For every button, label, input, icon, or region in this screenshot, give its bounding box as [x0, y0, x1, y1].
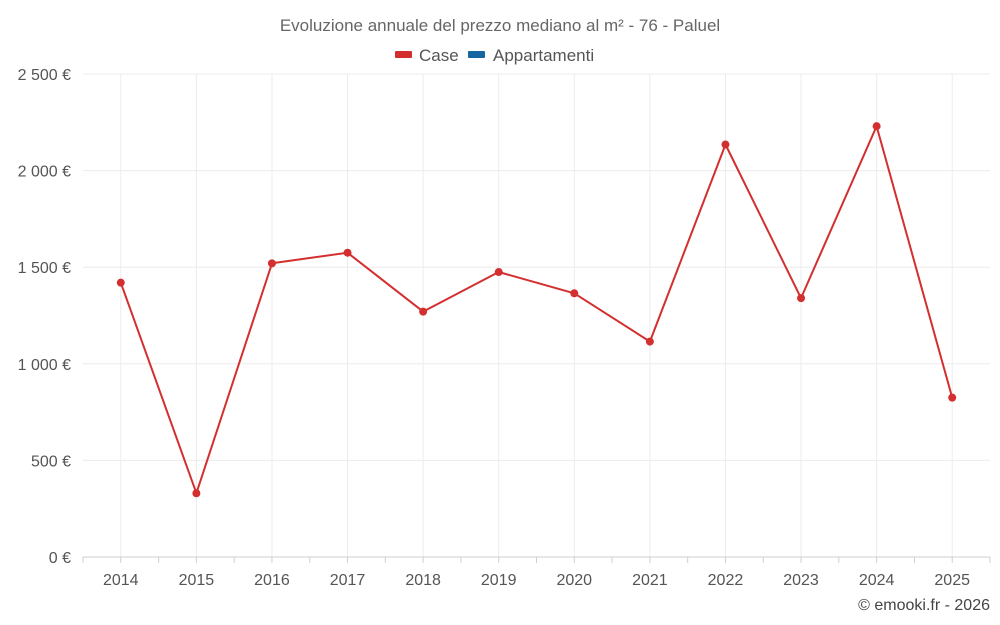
data-point-case[interactable] [267, 259, 276, 268]
legend-label-case: Case [419, 46, 459, 65]
data-point-case[interactable] [645, 337, 654, 346]
data-point-case[interactable] [116, 278, 125, 287]
x-tick-label: 2025 [934, 572, 970, 589]
legend-swatch-appartamenti [468, 51, 485, 58]
data-point-case[interactable] [343, 248, 352, 257]
legend-item-case[interactable]: Case [395, 46, 459, 65]
x-tick-label: 2016 [254, 572, 290, 589]
y-tick-label: 2 500 € [18, 67, 71, 84]
y-tick-label: 0 € [49, 550, 71, 567]
x-tick-label: 2020 [556, 572, 592, 589]
x-tick-label: 2019 [481, 572, 517, 589]
data-point-case[interactable] [872, 122, 881, 131]
legend: Case Appartamenti [395, 46, 594, 65]
x-tick-label: 2023 [783, 572, 819, 589]
data-point-case[interactable] [419, 307, 428, 316]
data-point-case[interactable] [948, 393, 957, 402]
x-tick-label: 2018 [405, 572, 441, 589]
y-tick-label: 500 € [31, 453, 71, 470]
data-point-case[interactable] [797, 294, 806, 303]
x-tick-label: 2021 [632, 572, 668, 589]
x-tick-label: 2017 [330, 572, 366, 589]
data-point-case[interactable] [494, 268, 503, 277]
x-tick-label: 2022 [708, 572, 744, 589]
x-tick-label: 2014 [103, 572, 139, 589]
legend-item-appartamenti[interactable]: Appartamenti [468, 46, 594, 65]
chart-title: Evoluzione annuale del prezzo mediano al… [280, 16, 720, 35]
x-tick-label: 2015 [179, 572, 215, 589]
x-axis: 2014 2015 2016 2017 2018 2019 2020 2021 2022 2023… [82, 556, 991, 589]
data-point-case[interactable] [570, 289, 579, 298]
legend-label-appartamenti: Appartamenti [493, 46, 594, 65]
y-tick-label: 1 500 € [18, 260, 71, 277]
legend-swatch-case [395, 51, 412, 58]
data-point-case[interactable] [192, 489, 201, 498]
y-tick-label: 1 000 € [18, 357, 71, 374]
credit-text: © emooki.fr - 2026 [858, 597, 990, 614]
y-axis: 0 € 500 € 1 000 € 1 500 € 2 000 € 2 500 € [18, 67, 71, 567]
x-tick-label: 2024 [859, 572, 895, 589]
data-point-case[interactable] [721, 140, 730, 149]
series-line-case [119, 125, 954, 495]
series-layer [116, 122, 957, 498]
grid [83, 73, 990, 557]
y-tick-label: 2 000 € [18, 164, 71, 181]
